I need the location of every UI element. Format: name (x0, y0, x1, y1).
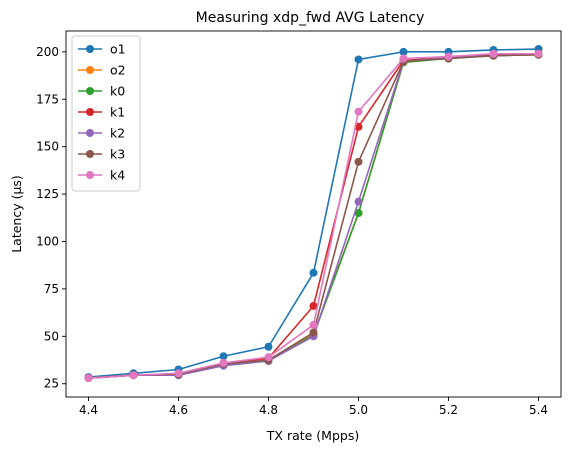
legend-marker (86, 171, 94, 179)
y-tick-label: 150 (36, 140, 59, 154)
legend-label: o2 (110, 63, 126, 78)
legend-item-k0: k0 (78, 84, 125, 99)
legend-item-k4: k4 (78, 168, 125, 183)
y-axis-label: Latency (µs) (9, 175, 24, 253)
chart-title: Measuring xdp_fwd AVG Latency (196, 10, 425, 26)
y-axis: 25 50 75 100 125 150 175 200 (36, 45, 66, 391)
legend-label: k2 (110, 126, 125, 141)
data-point-k0 (354, 209, 363, 218)
legend-box (71, 35, 141, 192)
legend-marker (86, 66, 94, 74)
legend-label: k4 (110, 168, 125, 183)
x-tick-label: 4.8 (259, 403, 278, 417)
data-point-k4 (489, 49, 498, 58)
legend-label: k0 (110, 84, 125, 99)
legend: o1 o2 k0 k1 k2 k3 k4 (71, 35, 141, 192)
legend-marker (86, 150, 94, 158)
legend-label: k1 (110, 105, 125, 120)
legend-label: o1 (110, 42, 126, 57)
data-point-k4 (309, 320, 318, 329)
y-tick-label: 25 (44, 377, 59, 391)
data-point-k4 (264, 353, 273, 362)
x-tick-label: 5.4 (529, 403, 548, 417)
x-tick-label: 5.2 (439, 403, 458, 417)
x-axis-label: TX rate (Mpps) (266, 428, 359, 443)
y-tick-label: 125 (36, 187, 59, 201)
x-tick-label: 4.4 (79, 403, 98, 417)
legend-item-k3: k3 (78, 147, 125, 162)
legend-item-k2: k2 (78, 126, 125, 141)
data-point-k3 (309, 328, 318, 337)
y-tick-label: 75 (44, 282, 59, 296)
x-tick-label: 5.0 (349, 403, 368, 417)
data-point-k4 (444, 52, 453, 61)
legend-marker (86, 108, 94, 116)
data-point-k4 (354, 107, 363, 116)
legend-item-o2: o2 (78, 63, 126, 78)
data-point-k2 (354, 197, 363, 206)
x-tick-label: 4.6 (169, 403, 188, 417)
series-k3 (84, 50, 543, 383)
series-layer (84, 45, 543, 383)
y-tick-label: 175 (36, 92, 59, 106)
data-point-k4 (534, 49, 543, 58)
series-k4 (84, 49, 543, 383)
data-point-k3 (354, 157, 363, 166)
legend-marker (86, 45, 94, 53)
legend-item-k1: k1 (78, 105, 125, 120)
data-point-k4 (129, 371, 138, 380)
data-point-k4 (219, 358, 228, 367)
data-point-k4 (174, 369, 183, 378)
data-point-k4 (399, 54, 408, 63)
legend-label: k3 (110, 147, 125, 162)
data-point-k1 (309, 301, 318, 310)
data-point-o1 (399, 47, 408, 56)
data-point-k4 (84, 374, 93, 383)
data-point-o1 (354, 55, 363, 64)
data-point-o1 (309, 268, 318, 277)
legend-marker (86, 129, 94, 137)
plot-area-frame (65, 30, 562, 398)
data-point-o1 (219, 352, 228, 361)
legend-marker (86, 87, 94, 95)
y-tick-label: 50 (44, 329, 59, 343)
x-axis: 4.4 4.6 4.8 5.0 5.2 5.4 (79, 397, 548, 417)
y-tick-label: 100 (36, 234, 59, 248)
y-tick-label: 200 (36, 45, 59, 59)
data-point-o1 (264, 342, 273, 351)
legend-item-o1: o1 (78, 42, 126, 57)
